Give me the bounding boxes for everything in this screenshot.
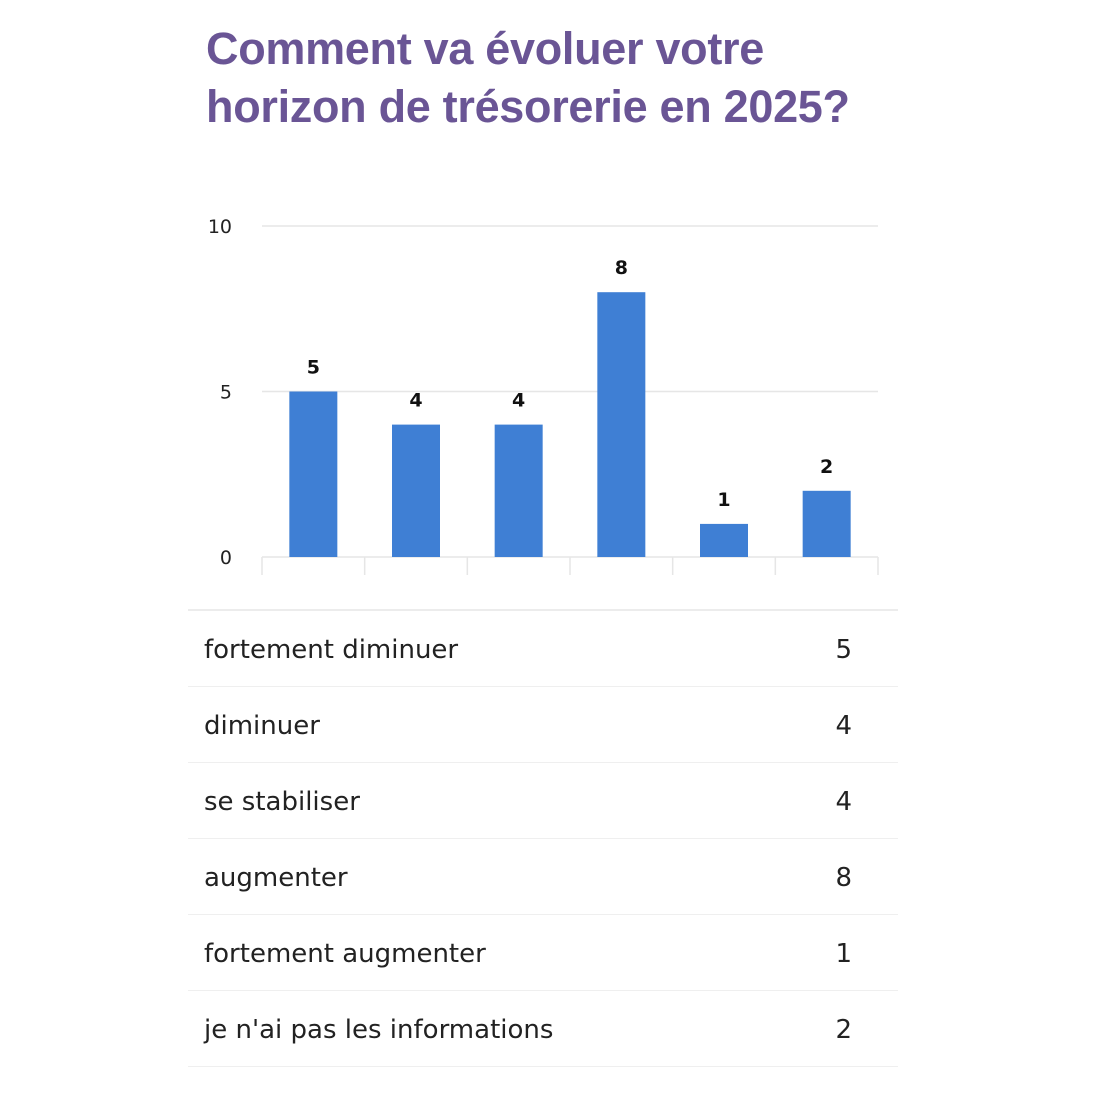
row-value: 4	[835, 711, 852, 741]
row-value: 1	[835, 939, 852, 969]
row-label: fortement augmenter	[204, 939, 486, 969]
results-table: fortement diminuer 5 diminuer 4 se stabi…	[188, 609, 898, 1067]
row-label: diminuer	[204, 711, 320, 741]
bar	[802, 490, 851, 557]
bar	[597, 292, 646, 557]
row-value: 4	[835, 787, 852, 817]
data-label: 5	[307, 357, 320, 379]
table-row: se stabiliser 4	[188, 763, 898, 839]
data-label: 2	[820, 456, 833, 478]
row-value: 8	[835, 863, 852, 893]
y-tick-label: 0	[220, 547, 232, 569]
row-label: augmenter	[204, 863, 348, 893]
y-tick-label: 10	[208, 216, 232, 238]
table-row: je n'ai pas les informations 2	[188, 991, 898, 1067]
data-label: 1	[717, 489, 730, 511]
bar	[392, 424, 440, 557]
row-value: 2	[835, 1015, 852, 1045]
bar	[700, 523, 748, 557]
bar	[289, 391, 338, 557]
data-label: 4	[409, 390, 422, 412]
table-row: fortement diminuer 5	[188, 611, 898, 687]
row-value: 5	[835, 635, 852, 665]
row-label: je n'ai pas les informations	[204, 1015, 554, 1045]
chart-title: Comment va évoluer votre horizon de trés…	[206, 23, 850, 132]
table-row: diminuer 4	[188, 687, 898, 763]
row-label: se stabiliser	[204, 787, 360, 817]
data-label: 8	[615, 257, 628, 279]
table-row: augmenter 8	[188, 839, 898, 915]
data-label: 4	[512, 390, 525, 412]
table-row: fortement augmenter 1	[188, 915, 898, 991]
bar	[494, 424, 543, 557]
y-tick-label: 5	[220, 382, 232, 404]
row-label: fortement diminuer	[204, 635, 459, 665]
